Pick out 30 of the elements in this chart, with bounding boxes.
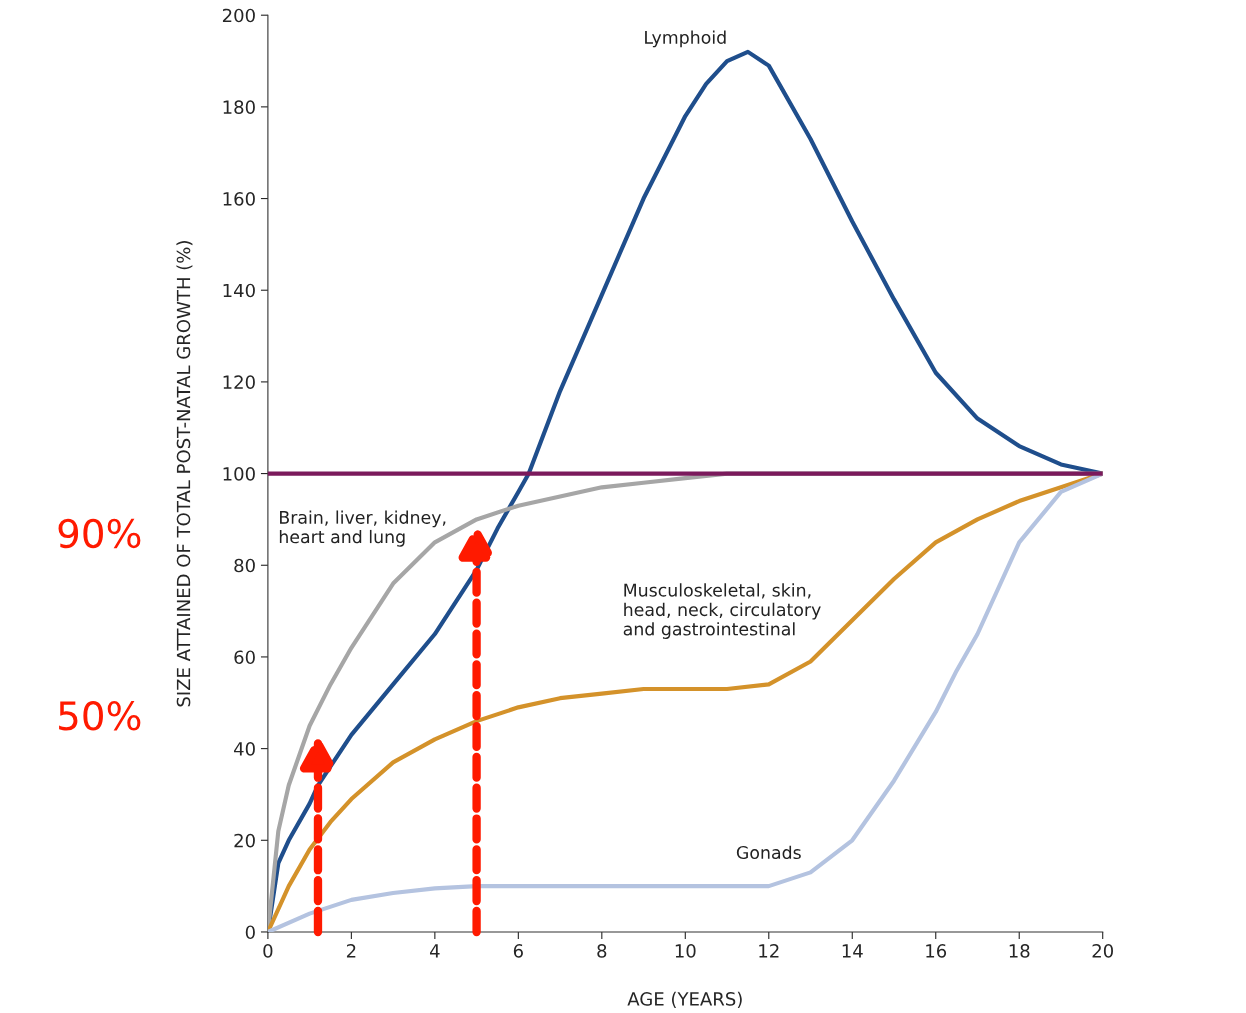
- y-axis-title: SIZE ATTAINED OF TOTAL POST-NATAL GROWTH (%): [176, 241, 193, 707]
- y-tick-label: 20: [234, 833, 255, 848]
- x-axis-title: AGE (YEARS): [627, 991, 742, 1008]
- y-tick-label: 160: [223, 192, 255, 206]
- x-tick-label: 16: [926, 944, 947, 958]
- y-tick-label: 120: [223, 375, 255, 390]
- x-tick-label: 2: [346, 944, 356, 958]
- x-tick-label: 12: [759, 944, 779, 958]
- series-label: Brain, liver, kidney, heart and lung: [279, 510, 446, 547]
- x-tick-label: 20: [1092, 944, 1113, 958]
- y-tick-label: 180: [223, 100, 255, 114]
- series-label: Gonads: [736, 845, 801, 860]
- series-label: Lymphoid: [645, 30, 726, 48]
- y-tick-label: 140: [223, 283, 255, 298]
- x-tick-label: 18: [1009, 944, 1030, 958]
- y-tick-label: 100: [223, 467, 255, 481]
- x-tick-label: 8: [597, 944, 607, 958]
- y-tick-label: 80: [234, 558, 255, 573]
- x-tick-label: 6: [513, 944, 523, 958]
- y-tick-label: 200: [222, 8, 255, 23]
- y-tick-label: 0: [245, 925, 255, 940]
- text: 90%: [58, 518, 141, 549]
- y-tick-label: 60: [234, 650, 255, 665]
- y-tick-label: 40: [233, 742, 255, 756]
- series-label: Musculoskeletal, skin, head, neck, circulatory and gastrointestinal: [623, 583, 821, 639]
- x-tick-label: 0: [263, 944, 273, 958]
- x-tick-label: 14: [842, 944, 863, 958]
- x-tick-label: 10: [675, 944, 696, 958]
- x-tick-label: 4: [429, 944, 440, 958]
- text: 50%: [59, 701, 141, 731]
